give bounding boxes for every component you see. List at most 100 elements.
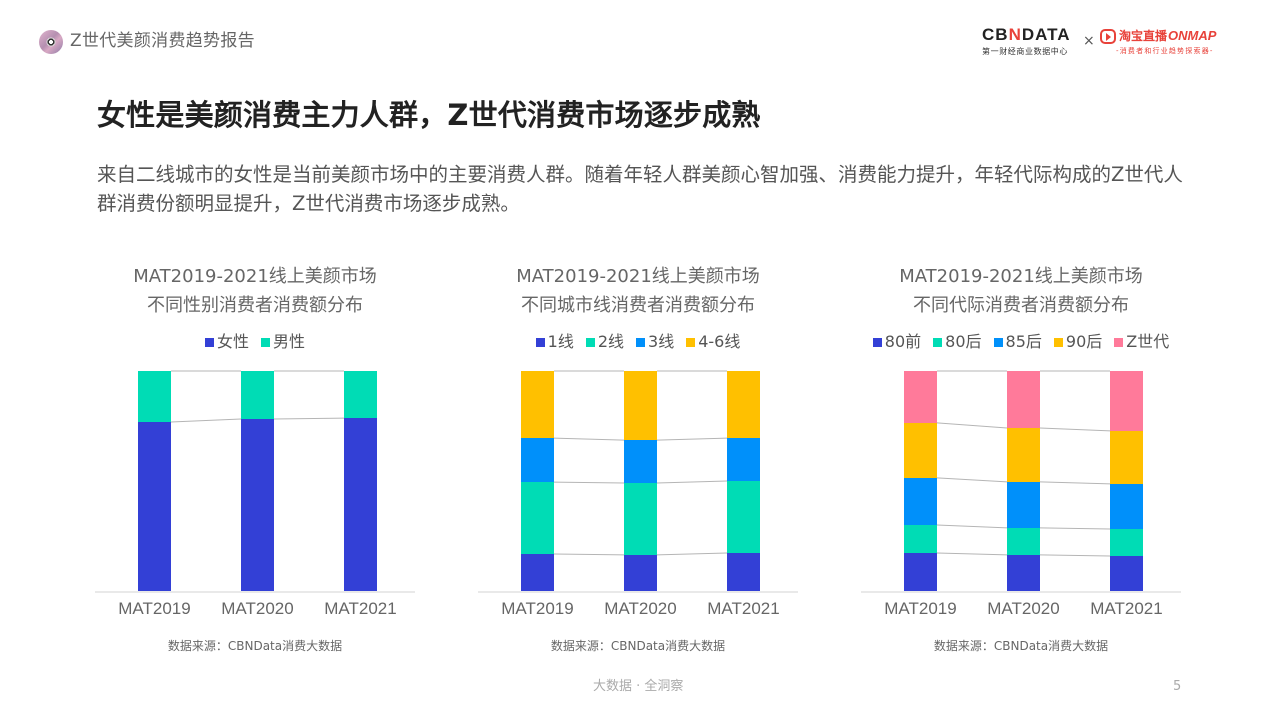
stacked-bar — [1110, 371, 1143, 591]
chart-title-line2: 不同性别消费者消费额分布 — [147, 295, 363, 316]
chart-legend: 1线 2线 3线 4-6线 — [478, 330, 798, 354]
chart-title-line1: MAT2019-2021线上美颜市场 — [133, 266, 377, 287]
intro-paragraph: 来自二线城市的女性是当前美颜市场中的主要消费人群。随着年轻人群美颜心智加强、消费… — [97, 163, 1183, 215]
taobao-logo-subtitle: -消费者和行业趋势探索器- — [1116, 47, 1214, 55]
cbndata-logo-word-n: N — [1008, 25, 1022, 44]
x-axis-line — [861, 591, 1181, 593]
footer-slogan: 大数据 · 全洞察 — [593, 679, 684, 694]
bar-segment — [904, 422, 937, 478]
legend-item: 4-6线 — [686, 330, 740, 354]
bar-segment — [1007, 428, 1040, 482]
bar-segment — [727, 481, 760, 553]
legend-swatch-icon — [261, 337, 270, 347]
cbndata-logo-word-right: DATA — [1021, 25, 1071, 44]
page-headline: 女性是美颜消费主力人群，Z世代消费市场逐步成熟 — [97, 98, 761, 132]
bar-segment — [1110, 483, 1143, 529]
legend-item: 男性 — [261, 330, 305, 354]
chart-plot-area — [95, 370, 415, 592]
cbndata-logo-subtitle: 第一财经商业数据中心 — [982, 47, 1068, 56]
legend-label: 1线 — [547, 332, 574, 351]
chart-title-line2: 不同代际消费者消费额分布 — [913, 295, 1129, 316]
disc-logo-icon — [39, 30, 63, 54]
x-axis-label: MAT2021 — [324, 599, 397, 618]
stacked-bar — [624, 371, 657, 591]
legend-swatch-icon — [872, 337, 882, 347]
bar-segment — [1007, 481, 1040, 528]
chart-plot-area — [861, 370, 1181, 592]
x-axis-label: MAT2019 — [118, 599, 191, 618]
top-bar: Z世代美颜消费趋势报告 CBNDATA 第一财经商业数据中心 × 淘宝直播 ON… — [0, 0, 1279, 80]
chart-legend: 女性 男性 — [95, 330, 415, 354]
legend-label: 90后 — [1065, 332, 1103, 351]
legend-label: 2线 — [597, 332, 625, 351]
chart-title-line1: MAT2019-2021线上美颜市场 — [899, 266, 1143, 287]
series-connector-lines — [170, 370, 345, 423]
bar-segment — [1110, 556, 1143, 591]
bar-segment — [727, 552, 760, 591]
bar-segment — [138, 422, 171, 591]
bar-segment — [1110, 430, 1143, 484]
logo-separator: × — [1083, 33, 1095, 49]
legend-item: Z世代 — [1114, 330, 1169, 354]
legend-swatch-icon — [1053, 337, 1063, 347]
stacked-bar — [727, 371, 760, 591]
legend-label: 4-6线 — [698, 332, 741, 351]
gender-spend-chart: MAT2019-2021线上美颜市场 不同性别消费者消费额分布 女性 男性 数据来… — [95, 262, 415, 662]
bar-segment — [624, 554, 657, 591]
x-axis-label: MAT2020 — [604, 599, 677, 618]
stacked-bar — [344, 371, 377, 591]
bar-segment — [1110, 371, 1143, 431]
stacked-bar — [904, 371, 937, 591]
bar-segment — [624, 371, 657, 441]
x-axis-label: MAT2019 — [501, 599, 574, 618]
bar-segment — [727, 371, 760, 439]
data-source: 数据来源：CBNData消费大数据 — [167, 639, 343, 653]
bar-segment — [727, 438, 760, 482]
taobao-logo-cn: 淘宝直播 — [1119, 29, 1168, 43]
stacked-bar — [138, 371, 171, 591]
bar-segment — [521, 371, 554, 439]
city-tier-spend-chart: MAT2019-2021线上美颜市场 不同城市线消费者消费额分布 1线 2线 3线 4… — [478, 262, 798, 662]
legend-item: 80后 — [933, 330, 982, 354]
chart-plot-area — [478, 370, 798, 592]
x-axis-label: MAT2021 — [1090, 599, 1163, 618]
taobao-logo-en: ONMAP — [1168, 28, 1217, 43]
legend-swatch-icon — [686, 337, 696, 347]
x-axis-label: MAT2021 — [707, 599, 780, 618]
stacked-bar — [1007, 371, 1040, 591]
legend-label: 男性 — [273, 332, 306, 351]
legend-label: 女性 — [216, 332, 249, 351]
legend-item: 90后 — [1053, 330, 1103, 354]
bar-segment — [344, 371, 377, 419]
legend-item: 85后 — [993, 330, 1042, 354]
bar-segment — [904, 552, 937, 591]
bar-segment — [241, 418, 274, 591]
bar-segment — [344, 418, 377, 591]
data-source: 数据来源：CBNData消费大数据 — [933, 639, 1109, 653]
chart-title-line1: MAT2019-2021线上美颜市场 — [516, 266, 760, 287]
series-connector-lines — [936, 370, 1111, 557]
bar-segment — [521, 438, 554, 483]
x-axis-label: MAT2020 — [221, 599, 294, 618]
bar-segment — [138, 371, 171, 423]
bar-segment — [624, 440, 657, 483]
stacked-bar — [241, 371, 274, 591]
legend-swatch-icon — [636, 337, 646, 347]
legend-item: 2线 — [585, 330, 625, 354]
legend-label: 3线 — [648, 332, 675, 351]
cbndata-logo: CBNDATA 第一财经商业数据中心 — [982, 26, 1078, 57]
report-title: Z世代美颜消费趋势报告 — [70, 31, 255, 51]
legend-item: 80前 — [872, 330, 921, 354]
legend-label: 80后 — [945, 332, 982, 351]
legend-item: 3线 — [636, 330, 674, 354]
legend-swatch-icon — [585, 337, 595, 347]
bar-segment — [1110, 528, 1143, 557]
bar-segment — [521, 554, 554, 591]
legend-swatch-icon — [204, 337, 214, 347]
generation-spend-chart: MAT2019-2021线上美颜市场 不同代际消费者消费额分布 80前 80后 85… — [861, 262, 1181, 662]
chart-legend: 80前 80后 85后 90后 Z世代 — [861, 330, 1181, 354]
chart-title: MAT2019-2021线上美颜市场 不同性别消费者消费额分布 — [95, 262, 415, 320]
legend-swatch-icon — [993, 337, 1003, 347]
bar-segment — [904, 371, 937, 423]
legend-swatch-icon — [1114, 337, 1124, 347]
